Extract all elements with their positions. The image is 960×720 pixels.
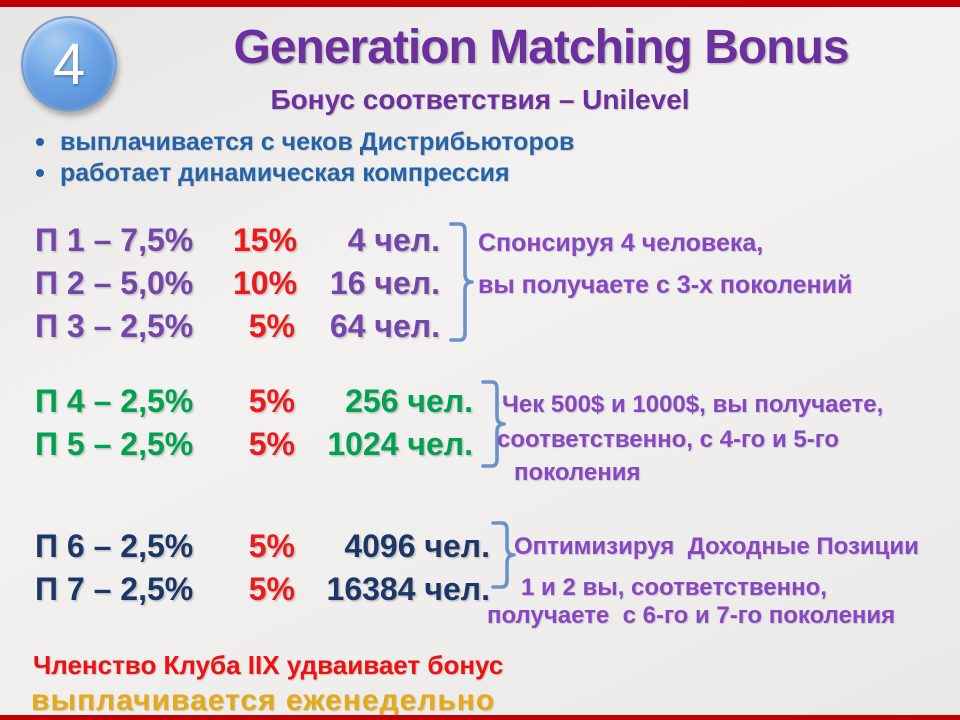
table-row: П 6 – 2,5% 5% 4096 чел. — [35, 525, 490, 568]
generation-label: П 4 – 2,5% — [35, 383, 194, 419]
generation-label: П 3 – 2,5% — [35, 308, 194, 344]
note-line: соответственно, с 4-го и 5-го — [497, 426, 840, 453]
note-line: 1 и 2 вы, соответственно, — [521, 574, 827, 601]
generation-label: П 6 – 2,5% — [35, 528, 194, 564]
weekly-payout-line: выплачивается еженедельно — [31, 684, 496, 717]
right-brace-icon — [449, 222, 474, 342]
bullet-list: выплачивается с чеков Дистрибьюторов раб… — [36, 128, 574, 190]
bullet-icon — [36, 138, 44, 146]
bullet-icon — [36, 169, 44, 177]
people-count: 16384 чел. — [326, 571, 490, 607]
people-count: 4096 чел. — [344, 528, 490, 564]
bonus-percent: 10% — [233, 265, 298, 301]
bottom-red-bar — [0, 715, 960, 720]
note-line: Чек 500$ и 1000$, вы получаете, — [502, 391, 884, 418]
people-count: 4 чел. — [347, 222, 440, 258]
slide-subtitle: Бонус соответствия – Unilevel — [270, 84, 690, 115]
right-brace-icon — [481, 380, 506, 468]
generation-label: П 1 – 7,5% — [35, 222, 194, 258]
note-line: вы получаете с 3-х поколений — [478, 271, 853, 299]
top-red-bar — [0, 0, 960, 7]
table-row: П 4 – 2,5% 5% 256 чел. — [35, 380, 473, 423]
slide-title: Generation Matching Bonus — [233, 21, 849, 74]
people-count: 256 чел. — [345, 383, 473, 419]
bonus-percent: 5% — [248, 383, 295, 419]
bullet-item: работает динамическая компрессия — [36, 159, 574, 190]
note-line: получаете с 6-го и 7-го поколения — [487, 602, 896, 629]
generation-label: П 7 – 2,5% — [35, 571, 194, 607]
table-row: П 1 – 7,5% 15% 4 чел. — [35, 219, 440, 262]
bullet-text: работает динамическая компрессия — [60, 159, 510, 187]
bonus-percent: 5% — [248, 426, 295, 462]
generation-label: П 2 – 5,0% — [35, 265, 194, 301]
club-membership-line: Членство Клуба IIX удваивает бонус — [33, 650, 504, 680]
generations-6-7-table: П 6 – 2,5% 5% 4096 чел. П 7 – 2,5% 5% 16… — [35, 525, 490, 611]
bonus-percent: 5% — [248, 308, 295, 344]
bullet-text: выплачивается с чеков Дистрибьюторов — [60, 128, 575, 156]
people-count: 1024 чел. — [327, 426, 473, 462]
table-row: П 3 – 2,5% 5% 64 чел. — [35, 305, 440, 348]
generations-4-5-table: П 4 – 2,5% 5% 256 чел. П 5 – 2,5% 5% 102… — [35, 380, 473, 466]
bonus-percent: 15% — [233, 222, 298, 258]
note-line: поколения — [514, 459, 641, 486]
people-count: 16 чел. — [329, 265, 440, 301]
bonus-percent: 5% — [248, 528, 295, 564]
generations-1-3-table: П 1 – 7,5% 15% 4 чел. П 2 – 5,0% 10% 16 … — [35, 219, 440, 348]
bonus-percent: 5% — [248, 571, 295, 607]
generation-label: П 5 – 2,5% — [35, 426, 194, 462]
slide-number-badge: 4 — [21, 16, 117, 112]
right-brace-icon — [491, 521, 516, 589]
table-row: П 2 – 5,0% 10% 16 чел. — [35, 262, 440, 305]
bullet-item: выплачивается с чеков Дистрибьюторов — [36, 128, 574, 159]
table-row: П 7 – 2,5% 5% 16384 чел. — [35, 568, 490, 611]
note-line: Спонсируя 4 человека, — [478, 229, 764, 257]
slide-number: 4 — [52, 31, 86, 97]
table-row: П 5 – 2,5% 5% 1024 чел. — [35, 423, 473, 466]
people-count: 64 чел. — [329, 308, 440, 344]
note-line: Оптимизируя Доходные Позиции — [514, 533, 919, 560]
